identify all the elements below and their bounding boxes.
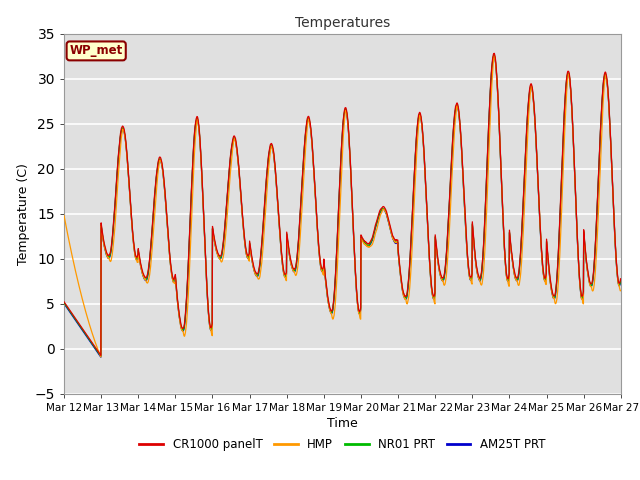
Text: WP_met: WP_met [70, 44, 123, 58]
X-axis label: Time: Time [327, 417, 358, 430]
Title: Temperatures: Temperatures [295, 16, 390, 30]
Legend: CR1000 panelT, HMP, NR01 PRT, AM25T PRT: CR1000 panelT, HMP, NR01 PRT, AM25T PRT [135, 433, 550, 456]
Y-axis label: Temperature (C): Temperature (C) [17, 163, 31, 264]
